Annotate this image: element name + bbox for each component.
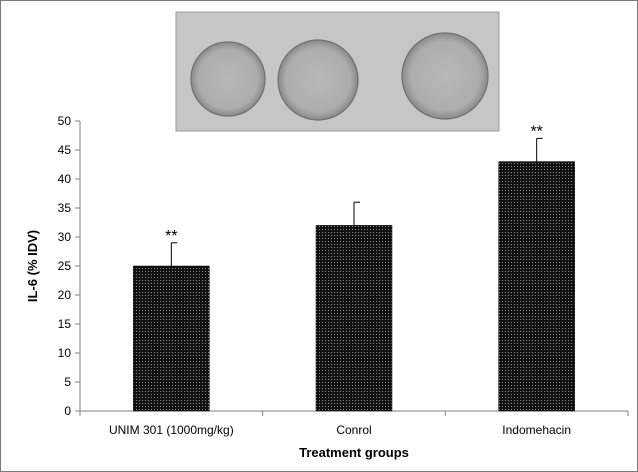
plot-area: 0 5 10 15 20 25 30 35 40 45 50 ** UNIM 301 (1000mg/k…: [25, 114, 629, 460]
y-tick-label: 15: [58, 317, 72, 331]
blot-spot: [401, 32, 489, 120]
y-axis-title: IL-6 (% IDV): [25, 230, 40, 302]
y-tick-label: 20: [58, 288, 72, 302]
significance-label: **: [530, 123, 542, 140]
bar: [133, 265, 210, 412]
y-tick-label: 40: [58, 172, 72, 186]
y-tick-label: 0: [64, 404, 71, 418]
blot-image: [175, 11, 500, 132]
bar: [498, 161, 575, 412]
x-tick-label: UNIM 301 (1000mg/kg): [109, 423, 234, 437]
significance-label: **: [165, 228, 177, 245]
x-axis-title: Treatment groups: [299, 445, 409, 460]
y-tick-label: 10: [58, 346, 72, 360]
bar: [315, 225, 393, 412]
y-tick-label: 25: [58, 259, 72, 273]
blot-spot: [277, 39, 359, 121]
x-tick-label: Indomehacin: [502, 423, 571, 437]
y-tick-label: 30: [58, 230, 72, 244]
y-tick-label: 45: [58, 143, 72, 157]
y-tick-label: 5: [64, 375, 71, 389]
y-tick-label: 50: [58, 114, 72, 128]
blot-spot: [190, 41, 266, 117]
x-tick-label: Conrol: [336, 423, 371, 437]
y-tick-label: 35: [58, 201, 72, 215]
